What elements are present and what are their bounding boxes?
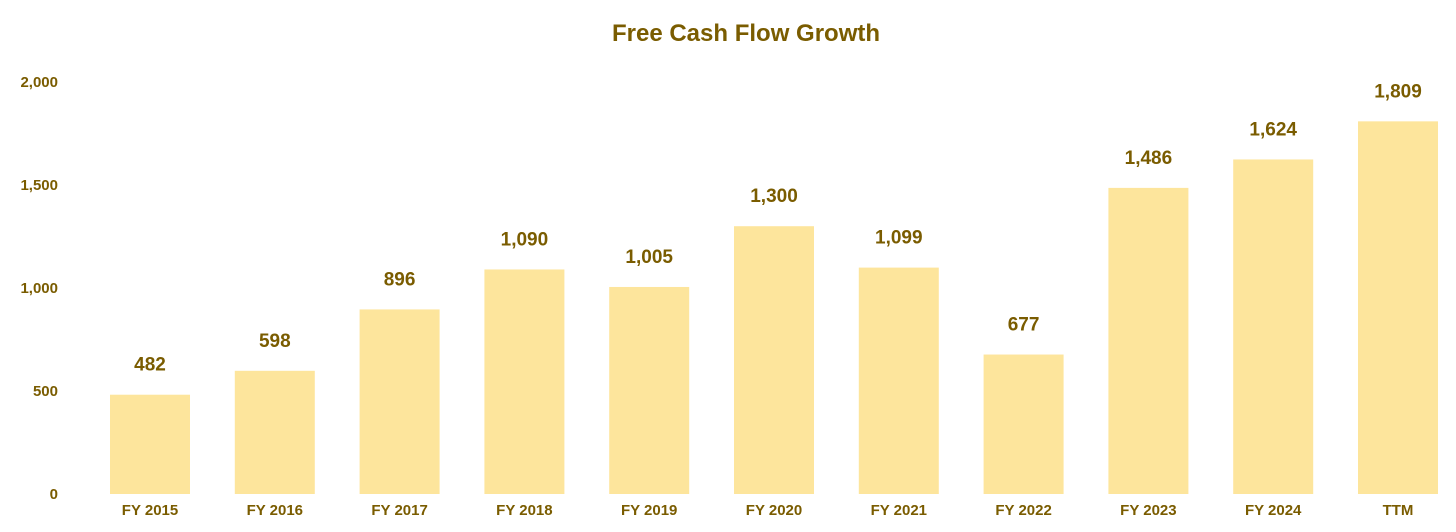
- data-label: 1,005: [625, 247, 673, 268]
- y-tick-label: 0: [50, 486, 58, 503]
- chart-title: Free Cash Flow Growth: [612, 20, 880, 47]
- data-label: 1,809: [1374, 81, 1422, 102]
- y-tick-label: 1,000: [20, 280, 58, 297]
- x-tick-label: FY 2022: [995, 502, 1051, 519]
- x-tick-label: TTM: [1383, 502, 1414, 519]
- bar-series: 482 598 896 1,090 1,005 1,300 1,099 677 1,486 1,6…: [110, 81, 1438, 494]
- data-label: 482: [134, 355, 166, 376]
- bar: [1108, 187, 1189, 494]
- bar: [110, 394, 190, 494]
- data-label: 896: [384, 269, 416, 290]
- data-label: 1,486: [1125, 148, 1173, 169]
- data-label: 1,300: [750, 186, 798, 207]
- bar: [609, 286, 690, 494]
- data-label: 1,090: [501, 229, 549, 250]
- x-tick-label: FY 2019: [621, 502, 677, 519]
- data-label: 677: [1008, 315, 1040, 336]
- x-axis: FY 2015 FY 2016 FY 2017 FY 2018 FY 2019 FY 20…: [122, 502, 1414, 519]
- data-label: 1,624: [1249, 119, 1297, 140]
- x-tick-label: FY 2016: [247, 502, 303, 519]
- y-tick-label: 500: [33, 383, 58, 400]
- x-tick-label: FY 2021: [871, 502, 927, 519]
- x-tick-label: FY 2018: [496, 502, 552, 519]
- x-tick-label: FY 2015: [122, 502, 178, 519]
- data-label: 1,099: [875, 228, 923, 249]
- bar: [484, 269, 565, 494]
- x-tick-label: FY 2020: [746, 502, 802, 519]
- y-axis: 0 500 1,000 1,500 2,000: [20, 74, 58, 503]
- x-tick-label: FY 2017: [371, 502, 427, 519]
- bar: [983, 354, 1064, 494]
- y-tick-label: 1,500: [20, 177, 58, 194]
- bar: [858, 267, 939, 494]
- bar: [1233, 159, 1314, 494]
- x-tick-label: FY 2024: [1245, 502, 1302, 519]
- bar: [359, 309, 440, 494]
- y-tick-label: 2,000: [20, 74, 58, 91]
- data-label: 598: [259, 331, 291, 352]
- x-tick-label: FY 2023: [1120, 502, 1176, 519]
- bar: [234, 370, 315, 494]
- bar: [1358, 121, 1438, 494]
- bar: [734, 226, 814, 494]
